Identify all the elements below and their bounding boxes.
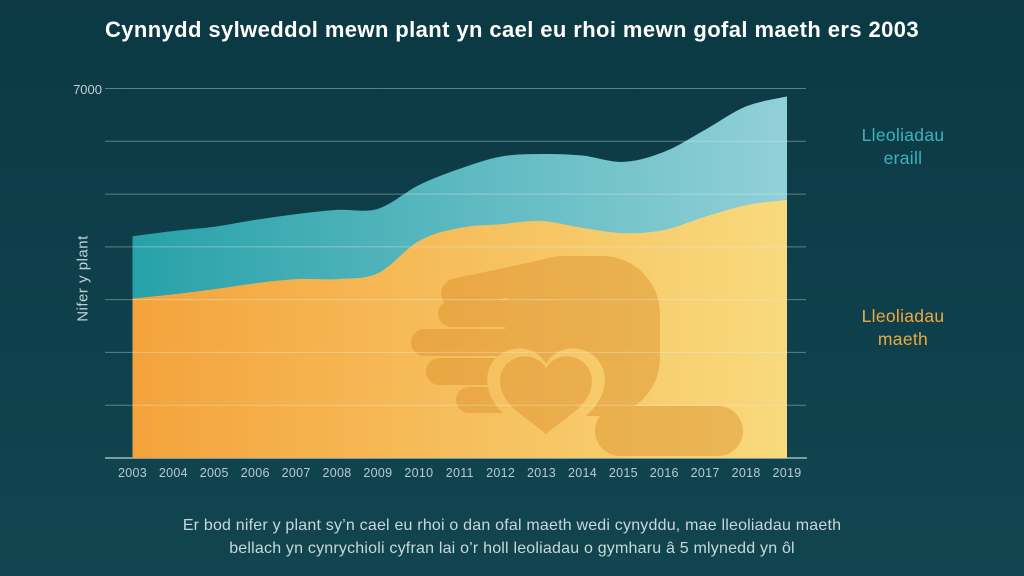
x-tick-label-2011: 2011: [445, 466, 474, 480]
x-tick-label-2004: 2004: [158, 466, 188, 480]
x-tick-label-2016: 2016: [649, 466, 679, 480]
x-tick-label-2017: 2017: [690, 466, 720, 480]
caption: Er bod nifer y plant sy’n cael eu rhoi o…: [62, 514, 962, 560]
caption-line-2: bellach yn cynrychioli cyfran lai o’r ho…: [229, 540, 795, 557]
x-tick-label-2005: 2005: [199, 466, 229, 480]
x-tick-label-2009: 2009: [363, 466, 393, 480]
gridlines: [105, 88, 806, 406]
legend-lleoliadau-eraill: Lleoliadau eraill: [861, 125, 945, 168]
x-tick-label-2018: 2018: [731, 466, 761, 480]
x-tick-label-2007: 2007: [281, 466, 311, 480]
x-tick-label-2019: 2019: [772, 466, 802, 480]
legend-lleoliadau-maeth: Lleoliadau maeth: [861, 306, 945, 349]
x-tick-label-2008: 2008: [322, 466, 352, 480]
x-axis-labels: 2003 2004 2005 2006 2007 2008 2009 2010 2011 2012…: [0, 466, 1024, 482]
area-series-lleoliadau-maeth: [132, 199, 787, 458]
chart-title: Cynnydd sylweddol mewn plant yn cael eu …: [104, 17, 920, 42]
x-tick-label-2015: 2015: [608, 466, 638, 480]
x-tick-label-2006: 2006: [240, 466, 270, 480]
x-tick-label-2003: 2003: [117, 466, 148, 480]
y-axis-tick-7000: 7000: [73, 82, 102, 97]
x-tick-label-2014: 2014: [567, 466, 597, 480]
y-axis-label: Nifer y plant: [74, 235, 92, 322]
x-tick-label-2013: 2013: [527, 466, 557, 480]
hand-heart-watermark-icon: [390, 245, 760, 458]
x-tick-label-2010: 2010: [404, 466, 434, 480]
x-tick-label-2012: 2012: [486, 466, 516, 480]
caption-line-1: Er bod nifer y plant sy’n cael eu rhoi o…: [182, 517, 842, 534]
